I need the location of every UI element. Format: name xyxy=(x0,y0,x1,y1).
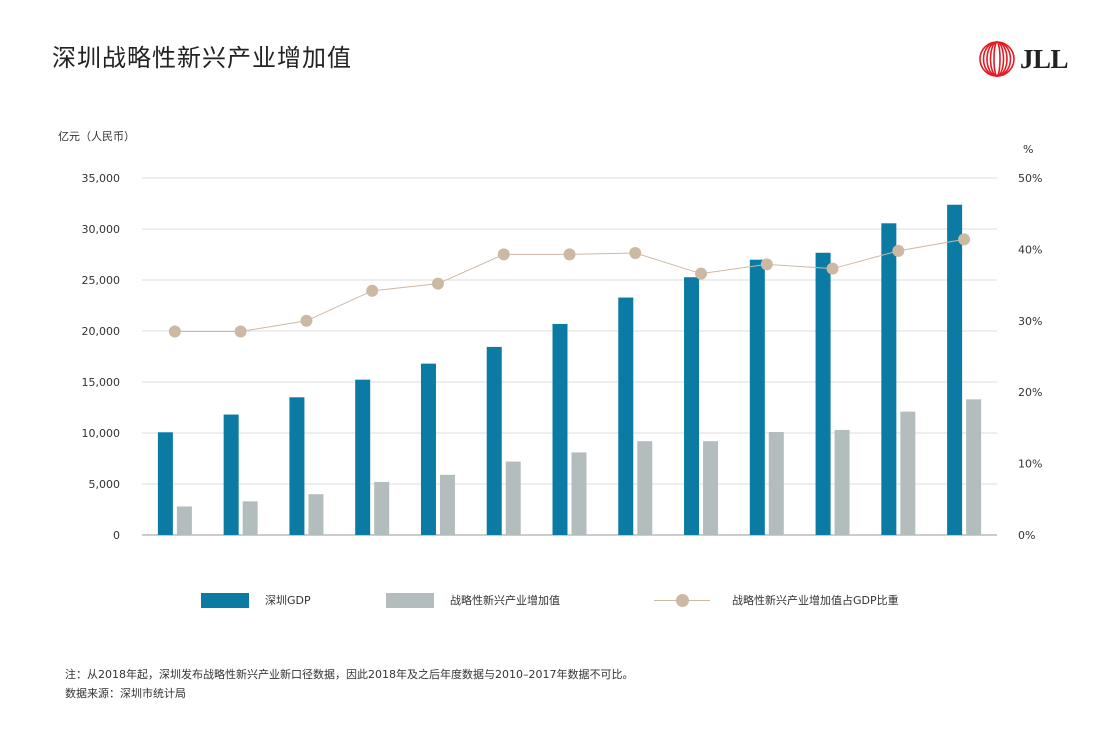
y2-tick-label: 50% xyxy=(1018,172,1042,185)
y2-tick-label: 20% xyxy=(1018,386,1042,399)
bar-gdp xyxy=(355,379,371,535)
ratio-point xyxy=(300,314,313,327)
legend-sei-label: 战略性新兴产业增加值 xyxy=(450,594,560,607)
legend-gdp: 深圳GDP xyxy=(201,592,311,608)
legend-ratio-swatch xyxy=(654,593,710,608)
bar-sei xyxy=(176,506,192,535)
y-tick-label: 0 xyxy=(113,529,120,542)
bar-sei xyxy=(439,474,455,535)
ratio-point xyxy=(695,267,708,280)
y2-tick-label: 0% xyxy=(1018,529,1035,542)
ratio-point xyxy=(760,258,773,271)
bar-gdp xyxy=(881,223,897,535)
jll-logo-icon xyxy=(979,41,1015,77)
legend-ratio: 战略性新兴产业增加值占GDP比重 xyxy=(654,592,899,608)
y-tick-label: 35,000 xyxy=(82,172,121,185)
logo-text: JLL xyxy=(1020,43,1069,74)
y-tick-label: 5,000 xyxy=(89,478,121,491)
data-source: 数据来源：深圳市统计局 xyxy=(65,687,186,700)
bar-gdp xyxy=(552,323,568,535)
legend-ratio-label: 战略性新兴产业增加值占GDP比重 xyxy=(732,594,899,607)
bar-gdp xyxy=(815,252,831,536)
bar-gdp xyxy=(157,432,173,535)
ratio-point xyxy=(826,262,839,275)
bar-sei xyxy=(308,494,324,535)
bar-gdp xyxy=(618,297,634,535)
legend-sei-swatch xyxy=(386,592,434,608)
y-tick-label: 15,000 xyxy=(82,376,121,389)
y2-axis-label: % xyxy=(1023,143,1033,156)
ratio-point xyxy=(629,246,642,259)
ratio-point xyxy=(234,325,247,338)
page-title: 深圳战略性新兴产业增加值 xyxy=(52,44,352,72)
ratio-point xyxy=(366,284,379,297)
footnote: 注：从2018年起，深圳发布战略性新兴产业新口径数据，因此2018年及之后年度数… xyxy=(65,668,634,681)
ratio-point xyxy=(892,244,905,257)
bar-sei xyxy=(966,399,982,535)
bar-sei xyxy=(768,431,784,535)
legend-sei: 战略性新兴产业增加值 xyxy=(386,592,560,608)
y2-tick-label: 40% xyxy=(1018,243,1042,256)
bar-gdp xyxy=(223,414,239,535)
bar-gdp xyxy=(486,346,502,535)
ratio-point xyxy=(958,233,971,246)
ratio-point xyxy=(431,277,444,290)
bar-sei xyxy=(900,411,916,535)
legend-gdp-swatch xyxy=(201,592,249,608)
ratio-point xyxy=(563,248,576,261)
bar-sei xyxy=(703,441,719,535)
bar-sei xyxy=(834,429,850,535)
y2-tick-label: 30% xyxy=(1018,315,1042,328)
bar-gdp xyxy=(289,397,305,535)
bar-sei xyxy=(374,481,390,535)
y-tick-label: 10,000 xyxy=(82,427,121,440)
jll-logo: JLL xyxy=(978,40,1069,78)
legend-gdp-label: 深圳GDP xyxy=(265,594,311,607)
y-tick-label: 30,000 xyxy=(82,223,121,236)
bar-gdp xyxy=(749,259,765,535)
bar-sei xyxy=(637,441,653,535)
y-tick-label: 25,000 xyxy=(82,274,121,287)
bar-sei xyxy=(571,452,587,535)
bar-gdp xyxy=(947,204,963,535)
bar-sei xyxy=(242,501,258,535)
y-tick-label: 20,000 xyxy=(82,325,121,338)
bar-gdp xyxy=(420,363,436,535)
ratio-point xyxy=(497,248,510,261)
bar-sei xyxy=(505,461,521,535)
ratio-point xyxy=(168,325,181,338)
y2-tick-label: 10% xyxy=(1018,458,1042,471)
bar-gdp xyxy=(684,277,700,535)
y-axis-label: 亿元（人民币） xyxy=(58,130,135,143)
